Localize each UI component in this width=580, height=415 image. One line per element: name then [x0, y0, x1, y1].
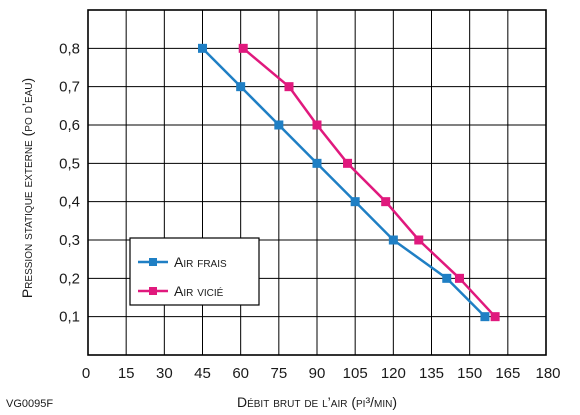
data-point-air-frais: [312, 158, 322, 168]
y-tick-labels: 0,1 0,2 0,3 0,4 0,5 0,6 0,7 0,8: [59, 40, 80, 325]
x-tick-label: 30: [156, 365, 173, 382]
series-layer: [198, 43, 500, 322]
y-axis-title: Pression statique externe (po d’eau): [19, 78, 35, 298]
y-tick-label: 0,3: [59, 232, 80, 249]
legend-marker-air-frais: [149, 258, 157, 266]
data-point-air-vicie: [238, 43, 248, 53]
x-tick-label: 0: [82, 365, 90, 382]
y-tick-label: 0,4: [59, 194, 80, 211]
data-point-air-frais: [274, 120, 284, 130]
y-tick-label: 0,2: [59, 270, 80, 287]
x-tick-label: 15: [118, 365, 135, 382]
x-tick-labels: 0 15 30 45 60 75 90 105 120 135 150 165 180: [82, 365, 561, 382]
data-point-air-vicie: [284, 82, 294, 92]
y-tick-label: 0,8: [59, 40, 80, 57]
legend-marker-air-vicie: [149, 287, 157, 295]
figure-code: VG0095F: [6, 398, 53, 410]
plot-frame: [87, 9, 547, 356]
x-tick-label: 165: [495, 365, 520, 382]
data-point-air-vicie: [414, 235, 424, 245]
x-axis-title: Débit brut de l’air (pi³/min): [237, 394, 397, 410]
data-point-air-vicie: [312, 120, 322, 130]
series-line-air-vicie: [242, 47, 497, 318]
data-point-air-frais: [388, 235, 398, 245]
legend: Air frais Air vicié: [129, 237, 260, 306]
x-tick-label: 135: [419, 365, 444, 382]
x-tick-label: 45: [194, 365, 211, 382]
data-point-air-vicie: [454, 273, 464, 283]
x-tick-label: 105: [343, 365, 368, 382]
x-tick-label: 180: [535, 365, 560, 382]
data-point-air-frais: [442, 273, 452, 283]
x-tick-label: 75: [270, 365, 287, 382]
y-tick-label: 0,6: [59, 117, 80, 134]
x-tick-label: 90: [309, 365, 326, 382]
data-point-air-frais: [350, 197, 360, 207]
legend-label-air-frais: Air frais: [174, 254, 227, 270]
y-tick-label: 0,1: [59, 309, 80, 326]
data-point-air-frais: [480, 312, 490, 322]
data-point-air-frais: [198, 43, 207, 53]
series-line-air-frais: [201, 47, 486, 318]
x-tick-label: 60: [232, 365, 249, 382]
data-point-air-frais: [236, 82, 246, 92]
x-tick-label: 150: [457, 365, 482, 382]
y-tick-label: 0,5: [59, 155, 80, 172]
data-point-air-vicie: [381, 197, 391, 207]
x-tick-label: 120: [381, 365, 406, 382]
data-point-air-vicie: [343, 158, 353, 168]
y-tick-label: 0,7: [59, 79, 80, 96]
data-point-air-vicie: [490, 312, 500, 322]
legend-label-air-vicie: Air vicié: [174, 283, 224, 299]
